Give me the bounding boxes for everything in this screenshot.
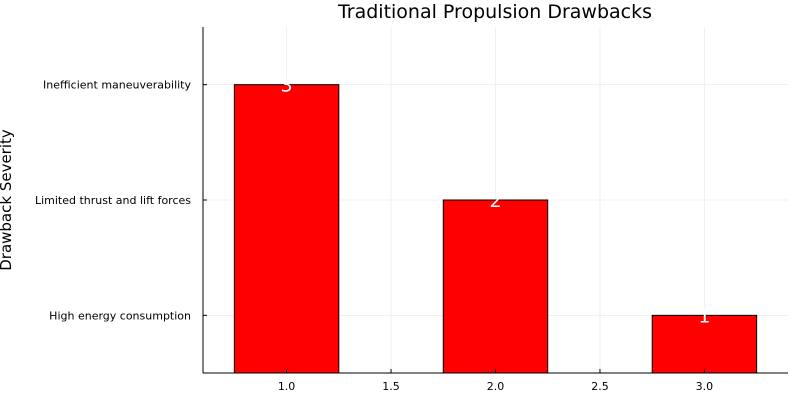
x-tick-label: 2.0: [487, 380, 505, 393]
bar-labels: 3 2 1: [281, 75, 711, 328]
x-tick-label: 1.0: [278, 380, 296, 393]
y-axis-label: Drawback Severity: [0, 129, 15, 271]
x-tick-label: 1.5: [382, 380, 400, 393]
y-tick-label: Inefficient maneuverability: [43, 79, 191, 92]
bars: [233, 84, 758, 374]
x-ticks: 1.0 1.5 2.0 2.5 3.0: [278, 369, 713, 393]
bar-value-label: 2: [489, 190, 501, 212]
chart-title: Traditional Propulsion Drawbacks: [337, 1, 652, 23]
y-tick-label: Limited thrust and lift forces: [35, 194, 191, 207]
bar: [233, 84, 340, 374]
x-tick-label: 3.0: [696, 380, 714, 393]
bar: [442, 199, 549, 374]
y-tick-label: High energy consumption: [49, 309, 191, 322]
bar-value-label: 1: [698, 305, 710, 327]
bar-value-label: 3: [281, 75, 293, 97]
x-tick-label: 2.5: [591, 380, 609, 393]
bar: [651, 314, 758, 374]
y-ticks: High energy consumption Limited thrust an…: [35, 79, 207, 322]
